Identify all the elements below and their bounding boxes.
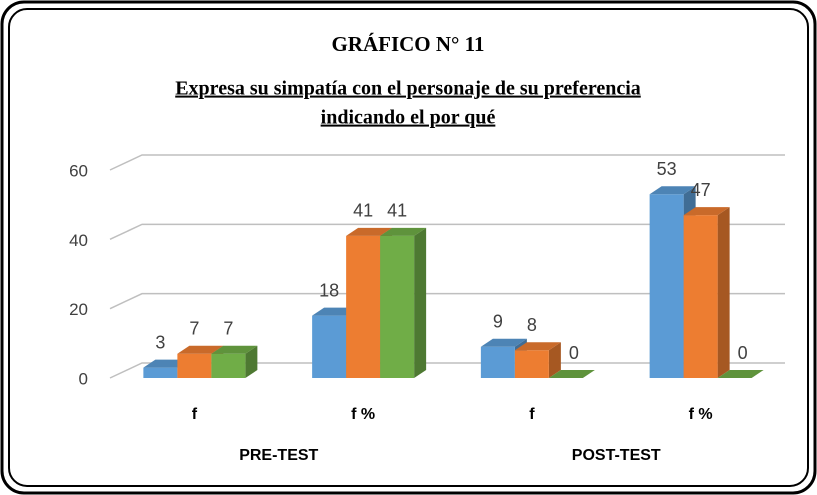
- bar-face: [480, 346, 515, 378]
- bar-face: [649, 186, 696, 195]
- bar-face: [380, 235, 415, 378]
- value-label: 3: [155, 332, 165, 352]
- value-label: 18: [319, 280, 339, 300]
- bar-face: [177, 353, 212, 378]
- bar: [683, 207, 730, 378]
- bar-face: [649, 194, 684, 378]
- chart-subtitle: indicando el por qué: [321, 107, 496, 129]
- chart-subtitle: Expresa su simpatía con el personaje de …: [175, 78, 641, 100]
- y-tick-label: 40: [69, 231, 88, 250]
- value-label: 0: [569, 343, 579, 363]
- bar-face: [548, 342, 561, 378]
- value-label: 41: [387, 201, 407, 221]
- grid-line: [109, 362, 785, 379]
- bar-face: [312, 315, 347, 378]
- bar-face: [683, 207, 730, 216]
- value-label: 8: [527, 315, 537, 335]
- x-tick-label: f %: [689, 406, 713, 423]
- value-label: 9: [493, 312, 503, 332]
- value-label: 7: [223, 318, 233, 338]
- group-label: POST-TEST: [572, 447, 661, 464]
- y-tick-label: 60: [69, 161, 88, 180]
- x-tick-label: f: [529, 406, 535, 423]
- bar-face: [346, 227, 393, 236]
- bar-face: [514, 342, 561, 351]
- bar-face: [683, 215, 718, 378]
- bar-face: [211, 353, 246, 378]
- bar-face: [346, 235, 381, 378]
- bar-face: [480, 338, 527, 347]
- value-label: 41: [353, 201, 373, 221]
- value-label: 53: [657, 159, 677, 179]
- bar-face: [514, 350, 549, 378]
- bar: [514, 342, 561, 378]
- bar-face: [143, 367, 178, 378]
- bar-face: [177, 345, 224, 354]
- grid-line: [109, 154, 785, 171]
- bar: [717, 370, 764, 378]
- bar-face: [717, 207, 730, 378]
- grid-line: [109, 223, 785, 241]
- x-tick-label: f: [192, 406, 198, 423]
- bar-face: [414, 227, 427, 378]
- y-tick-label: 20: [69, 300, 88, 319]
- inner-frame: [8, 8, 809, 487]
- y-tick-label: 0: [79, 369, 88, 388]
- bar: [211, 345, 258, 378]
- grid-line: [109, 292, 785, 310]
- bar: [380, 227, 427, 378]
- value-label: 47: [691, 180, 711, 200]
- bar-face: [717, 370, 764, 378]
- chart-title: GRÁFICO N° 11: [331, 32, 484, 56]
- bar-face: [548, 370, 595, 378]
- group-label: PRE-TEST: [239, 447, 318, 464]
- bar-face: [380, 227, 427, 236]
- value-label: 0: [738, 343, 748, 363]
- value-label: 7: [189, 318, 199, 338]
- bar-face: [211, 345, 258, 354]
- x-tick-label: f %: [351, 406, 375, 423]
- bar: [548, 370, 595, 378]
- bar-face: [245, 345, 258, 378]
